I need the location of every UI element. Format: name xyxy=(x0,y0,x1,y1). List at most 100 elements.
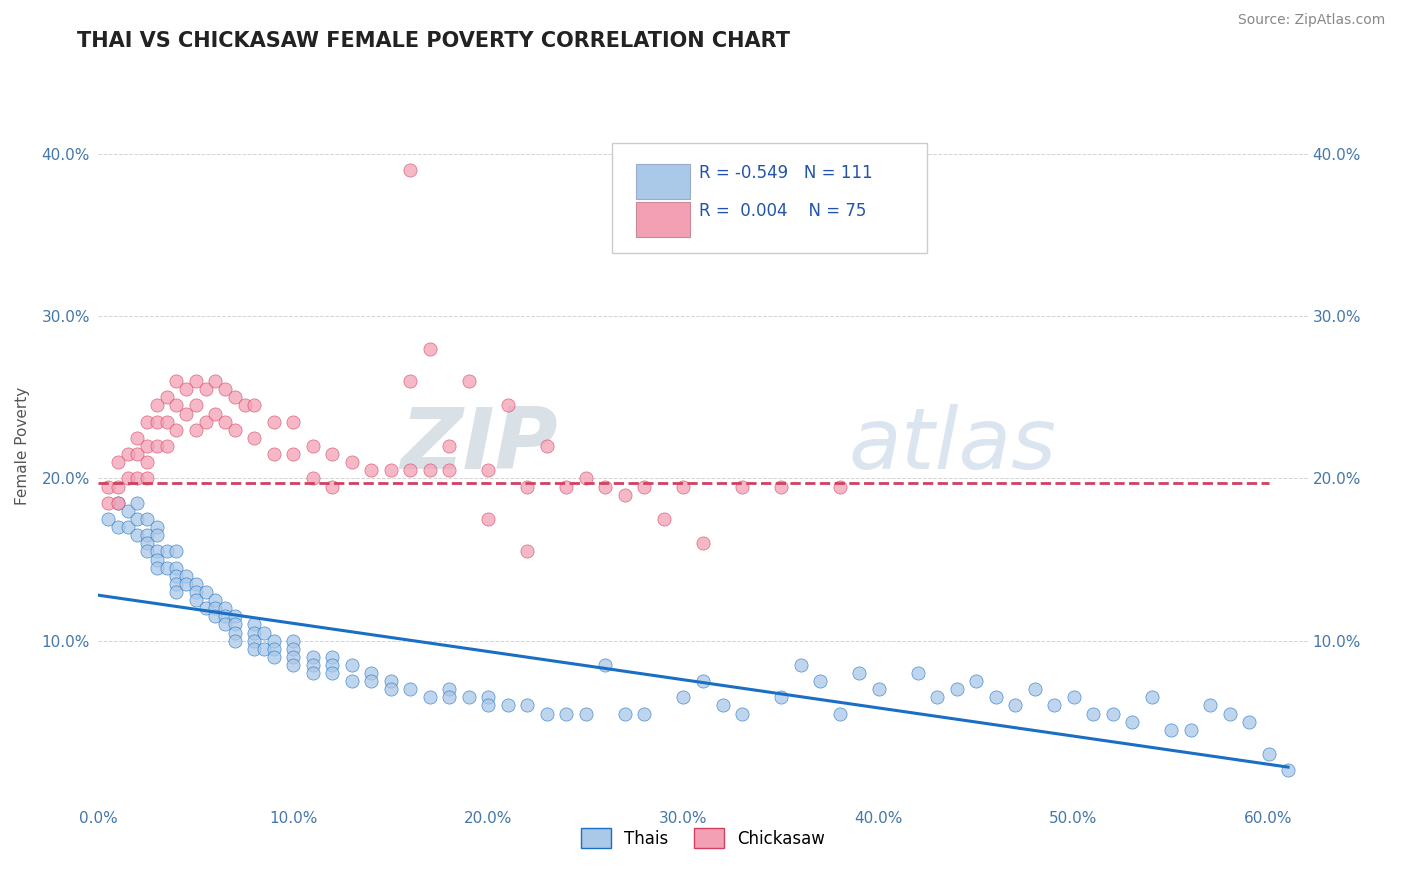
Point xyxy=(107,496,129,510)
Point xyxy=(224,423,246,437)
Point xyxy=(146,399,169,413)
Point xyxy=(224,625,246,640)
Point xyxy=(1237,714,1260,729)
Point xyxy=(555,479,578,493)
Point xyxy=(340,674,363,689)
Text: THAI VS CHICKASAW FEMALE POVERTY CORRELATION CHART: THAI VS CHICKASAW FEMALE POVERTY CORRELA… xyxy=(77,31,790,51)
Point xyxy=(224,609,246,624)
Point xyxy=(243,399,266,413)
Point xyxy=(516,698,538,713)
Point xyxy=(165,399,187,413)
Point xyxy=(321,649,343,664)
Point xyxy=(380,682,402,697)
FancyBboxPatch shape xyxy=(613,143,927,253)
Point xyxy=(263,633,285,648)
Point xyxy=(194,415,217,429)
Point xyxy=(107,520,129,534)
Point xyxy=(174,568,197,582)
Point xyxy=(184,577,207,591)
Point xyxy=(194,585,217,599)
Point xyxy=(419,342,441,356)
Point xyxy=(477,463,499,477)
Point xyxy=(965,674,987,689)
Point xyxy=(808,674,831,689)
Point xyxy=(399,682,422,697)
Point xyxy=(136,415,159,429)
Point xyxy=(136,439,159,453)
Point xyxy=(107,455,129,469)
Point xyxy=(136,471,159,485)
Point xyxy=(302,649,325,664)
Point xyxy=(283,415,305,429)
Text: ZIP: ZIP xyxy=(401,404,558,488)
Point xyxy=(984,690,1007,705)
Point xyxy=(243,641,266,656)
Point xyxy=(97,479,120,493)
Point xyxy=(243,625,266,640)
Point xyxy=(184,593,207,607)
Point xyxy=(263,641,285,656)
Point xyxy=(614,488,637,502)
Point xyxy=(184,374,207,388)
Point xyxy=(253,641,276,656)
Point xyxy=(633,479,655,493)
Point xyxy=(165,423,187,437)
Point xyxy=(1004,698,1026,713)
Point xyxy=(360,463,382,477)
Point xyxy=(263,447,285,461)
Text: R = -0.549   N = 111: R = -0.549 N = 111 xyxy=(699,164,873,182)
Point xyxy=(399,163,422,178)
Point xyxy=(165,374,187,388)
Point xyxy=(283,649,305,664)
Point xyxy=(146,560,169,574)
Point xyxy=(595,479,617,493)
Point xyxy=(477,512,499,526)
Point xyxy=(419,690,441,705)
Point xyxy=(194,382,217,396)
Point xyxy=(127,447,149,461)
Point xyxy=(214,382,236,396)
Point xyxy=(165,568,187,582)
Point xyxy=(184,585,207,599)
Point xyxy=(496,399,519,413)
Point xyxy=(321,479,343,493)
Point xyxy=(439,463,461,477)
Point xyxy=(194,601,217,615)
Point xyxy=(283,641,305,656)
Point xyxy=(283,447,305,461)
Point xyxy=(127,496,149,510)
Point xyxy=(243,617,266,632)
Point xyxy=(360,674,382,689)
Point xyxy=(1101,706,1123,721)
Point xyxy=(496,698,519,713)
Point xyxy=(117,504,139,518)
Point xyxy=(136,512,159,526)
Point xyxy=(769,690,792,705)
Point xyxy=(340,455,363,469)
Point xyxy=(165,544,187,558)
Point xyxy=(156,544,179,558)
Point xyxy=(945,682,967,697)
Point xyxy=(595,657,617,672)
Point xyxy=(340,657,363,672)
Point xyxy=(302,666,325,681)
Point xyxy=(439,682,461,697)
Point xyxy=(575,706,598,721)
Point xyxy=(380,463,402,477)
Point xyxy=(127,528,149,542)
Point xyxy=(1219,706,1241,721)
Point xyxy=(127,431,149,445)
Point xyxy=(117,520,139,534)
Point xyxy=(214,609,236,624)
Point xyxy=(555,706,578,721)
Point xyxy=(127,471,149,485)
Point xyxy=(204,407,226,421)
Point xyxy=(214,601,236,615)
Y-axis label: Female Poverty: Female Poverty xyxy=(15,387,31,505)
Point xyxy=(419,463,441,477)
Point xyxy=(224,390,246,404)
Point xyxy=(243,431,266,445)
Point xyxy=(302,439,325,453)
Point xyxy=(516,479,538,493)
Point xyxy=(146,520,169,534)
